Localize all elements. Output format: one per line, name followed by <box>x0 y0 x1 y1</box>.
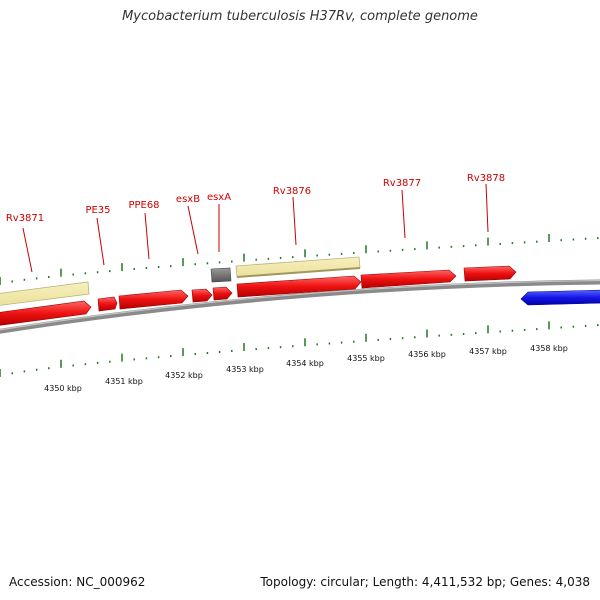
gene-arrow[interactable] <box>236 275 362 298</box>
leader-line <box>96 217 105 266</box>
scale-label: 4350 kbp <box>44 384 82 393</box>
upper-tick-track <box>0 234 599 285</box>
leader-line <box>187 205 199 255</box>
gene-arrow[interactable] <box>191 288 213 303</box>
label-leaders <box>22 183 489 273</box>
region-band[interactable] <box>235 256 361 278</box>
leader-line <box>22 227 33 273</box>
gene-arrow-reverse[interactable] <box>520 289 600 306</box>
region-band-shadow <box>236 267 361 278</box>
gene-label-pe35[interactable]: PE35 <box>85 205 110 216</box>
scale-label: 4354 kbp <box>286 359 324 368</box>
gene-label-rv3877[interactable]: Rv3877 <box>383 178 421 189</box>
gene-arrow[interactable] <box>0 300 92 326</box>
gene-label-rv3876[interactable]: Rv3876 <box>273 186 311 197</box>
scale-label: 4352 kbp <box>165 371 203 380</box>
map-title: Mycobacterium tuberculosis H37Rv, comple… <box>122 9 478 24</box>
scale-label: 4353 kbp <box>226 365 264 374</box>
scale-label: 4351 kbp <box>105 377 143 386</box>
genome-backbone <box>0 279 600 334</box>
feature-block[interactable] <box>210 267 232 283</box>
gene-labels: Rv3871 PE35 PPE68 esxB esxA Rv3876 Rv387… <box>6 173 505 224</box>
gene-arrow[interactable] <box>463 265 517 282</box>
gene-label-rv3878[interactable]: Rv3878 <box>467 173 505 184</box>
genome-summary-text: Topology: circular; Length: 4,411,532 bp… <box>260 575 590 589</box>
genome-backbone-highlight <box>0 279 600 331</box>
gene-label-ppe68[interactable]: PPE68 <box>128 200 159 211</box>
region-band[interactable] <box>0 281 90 306</box>
leader-line <box>401 189 406 239</box>
gene-arrow[interactable] <box>360 269 457 289</box>
scale-label: 4355 kbp <box>347 354 385 363</box>
scale-label: 4358 kbp <box>530 344 568 353</box>
gene-arrow[interactable] <box>97 296 118 312</box>
leader-line <box>292 196 297 246</box>
gene-label-esxb[interactable]: esxB <box>176 194 200 205</box>
scale-label: 4356 kbp <box>408 350 446 359</box>
accession-text: Accession: NC_000962 <box>9 575 146 589</box>
scale-tick-track <box>0 321 599 377</box>
gene-arrow[interactable] <box>212 286 233 301</box>
scale-labels: 4350 kbp 4351 kbp 4352 kbp 4353 kbp 4354… <box>44 344 568 393</box>
gene-label-rv3871[interactable]: Rv3871 <box>6 213 44 224</box>
leader-line <box>144 212 150 260</box>
gene-label-esxa[interactable]: esxA <box>207 192 231 203</box>
scale-label: 4357 kbp <box>469 347 507 356</box>
gene-arrow[interactable] <box>118 289 189 310</box>
leader-line <box>485 183 489 233</box>
